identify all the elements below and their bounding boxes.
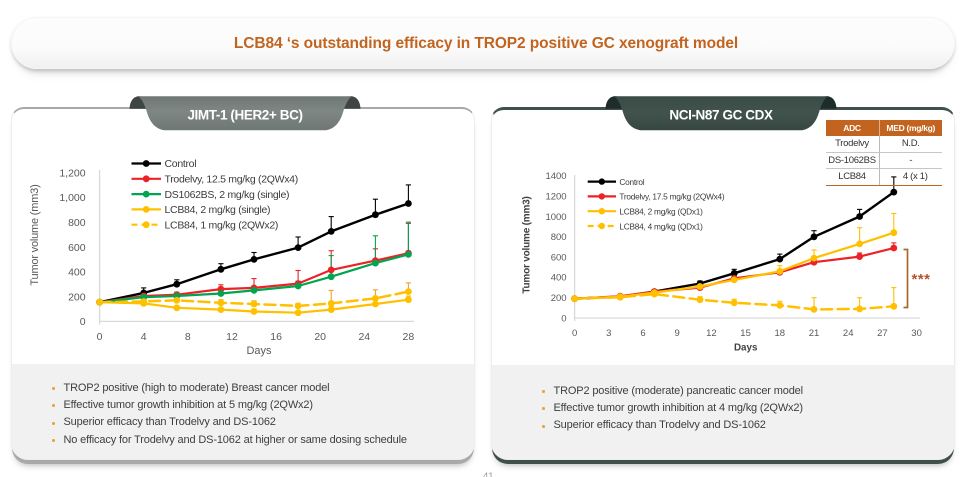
svg-text:1400: 1400	[545, 171, 566, 182]
svg-text:0: 0	[572, 328, 577, 339]
svg-text:Trodelvy, 12.5 mg/kg (2QWx4): Trodelvy, 12.5 mg/kg (2QWx4)	[165, 174, 298, 186]
svg-text:600: 600	[551, 252, 567, 263]
svg-text:LCB84, 2 mg/kg (single): LCB84, 2 mg/kg (single)	[165, 204, 271, 216]
svg-text:4: 4	[141, 331, 147, 343]
svg-text:1000: 1000	[545, 212, 566, 223]
svg-text:DS1062BS, 2 mg/kg (single): DS1062BS, 2 mg/kg (single)	[165, 189, 290, 201]
svg-text:24: 24	[358, 331, 370, 343]
svg-text:0: 0	[561, 313, 566, 324]
svg-text:0: 0	[97, 331, 103, 343]
svg-text:600: 600	[68, 242, 86, 254]
svg-text:Control: Control	[165, 158, 197, 170]
svg-text:JIMT-1 (HER2+ BC): JIMT-1 (HER2+ BC)	[187, 108, 302, 123]
svg-text:20: 20	[314, 331, 326, 343]
svg-text:15: 15	[740, 328, 751, 339]
svg-text:16: 16	[270, 331, 282, 343]
svg-text:LCB84, 1 mg/kg (2QWx2): LCB84, 1 mg/kg (2QWx2)	[165, 219, 279, 231]
svg-text:200: 200	[551, 293, 567, 304]
svg-text:1200: 1200	[545, 192, 566, 203]
svg-text:Days: Days	[734, 343, 758, 354]
svg-text:LCB84, 4 mg/kg (QDx1): LCB84, 4 mg/kg (QDx1)	[619, 221, 703, 231]
svg-text:28: 28	[403, 331, 415, 343]
svg-text:6: 6	[640, 328, 645, 339]
svg-text:Days: Days	[246, 345, 272, 357]
svg-text:21: 21	[809, 328, 820, 339]
svg-text:Control: Control	[619, 177, 644, 187]
svg-text:12: 12	[226, 331, 238, 343]
svg-text:LCB84, 2 mg/kg (QDx1): LCB84, 2 mg/kg (QDx1)	[619, 207, 703, 217]
svg-text:30: 30	[911, 328, 922, 339]
svg-text:400: 400	[68, 267, 86, 279]
svg-text:0: 0	[80, 316, 86, 328]
svg-text:NCI-N87 GC CDX: NCI-N87 GC CDX	[669, 108, 773, 123]
svg-text:Tumor volume (mm3): Tumor volume (mm3)	[522, 196, 533, 293]
svg-text:18: 18	[775, 328, 786, 339]
svg-text:200: 200	[68, 291, 86, 303]
svg-text:***: ***	[911, 271, 930, 288]
svg-text:Tumor volume (mm3): Tumor volume (mm3)	[29, 184, 41, 285]
svg-text:12: 12	[706, 328, 717, 339]
svg-text:800: 800	[68, 217, 86, 229]
svg-text:Trodelvy, 17.5 mg/kg (2QWx4): Trodelvy, 17.5 mg/kg (2QWx4)	[619, 192, 725, 202]
svg-text:3: 3	[606, 328, 611, 339]
svg-text:24: 24	[843, 328, 854, 339]
svg-text:8: 8	[185, 331, 191, 343]
svg-text:800: 800	[551, 232, 567, 243]
svg-text:9: 9	[675, 328, 680, 339]
svg-text:400: 400	[551, 273, 567, 284]
svg-text:1,000: 1,000	[59, 192, 85, 204]
svg-text:27: 27	[877, 328, 888, 339]
svg-text:1,200: 1,200	[59, 167, 85, 179]
